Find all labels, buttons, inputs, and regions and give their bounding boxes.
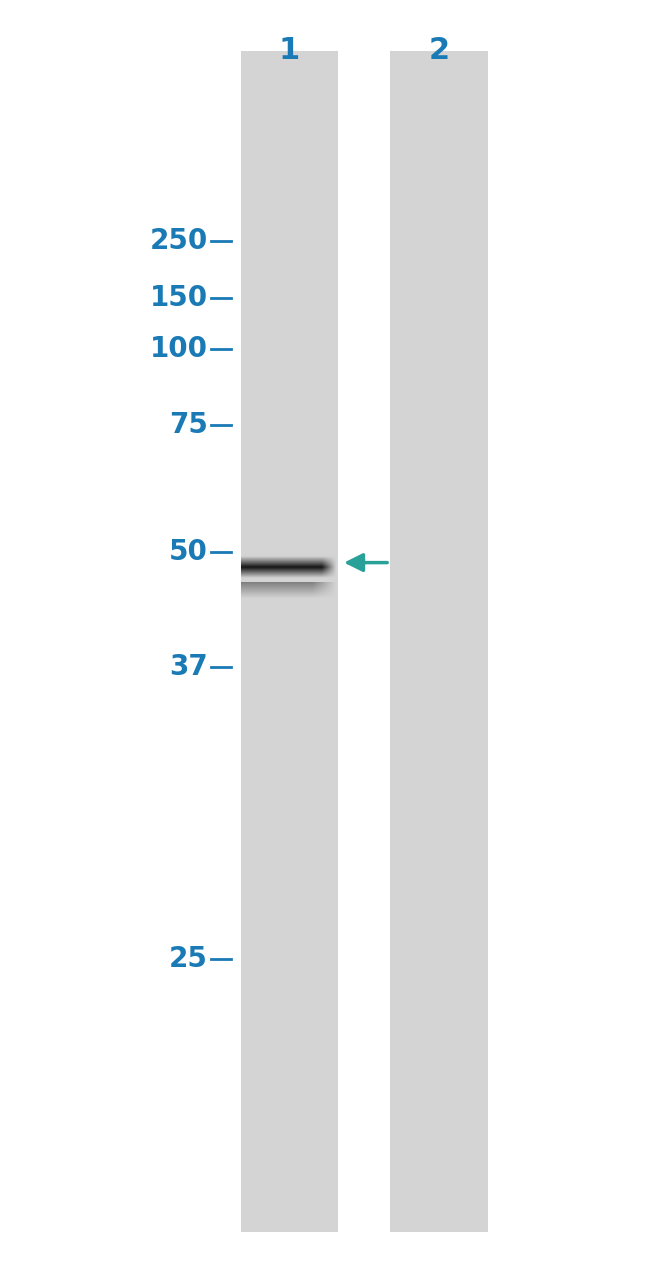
Bar bbox=[240, 51, 338, 1232]
Text: 1: 1 bbox=[279, 36, 300, 65]
Text: 100: 100 bbox=[150, 335, 208, 363]
Text: 75: 75 bbox=[169, 411, 208, 439]
Bar bbox=[390, 51, 488, 1232]
Text: 37: 37 bbox=[169, 653, 208, 681]
Text: 50: 50 bbox=[169, 538, 208, 566]
Text: 250: 250 bbox=[150, 227, 208, 255]
Text: 25: 25 bbox=[169, 945, 208, 973]
Text: 2: 2 bbox=[428, 36, 449, 65]
Text: 150: 150 bbox=[150, 284, 208, 312]
